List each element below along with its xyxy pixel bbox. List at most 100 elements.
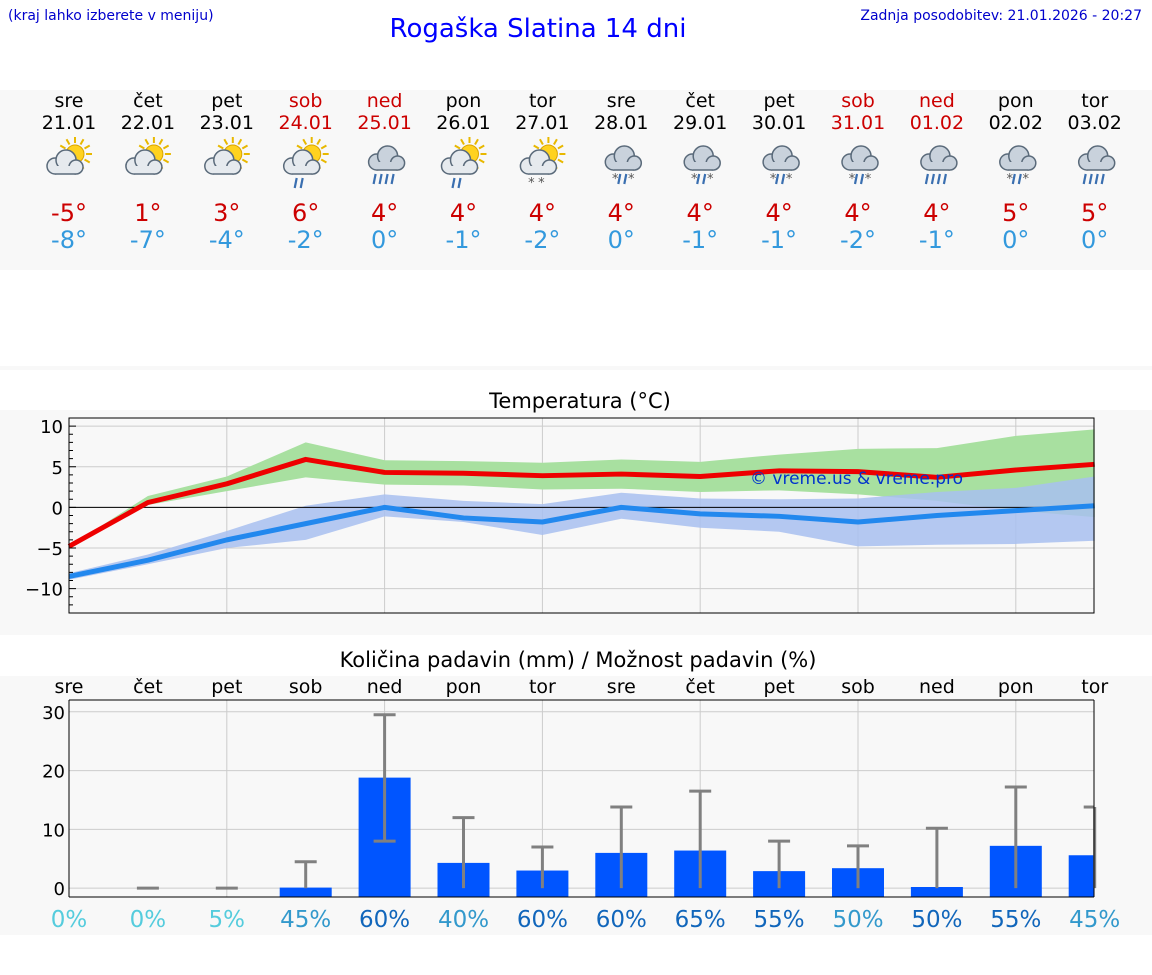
sun-ray	[217, 144, 224, 150]
tmax-label: 4°	[923, 199, 950, 227]
temperature-y-tick: 0	[52, 498, 63, 519]
cloud-sleet-icon: * *	[762, 145, 800, 187]
precip-day-label: sre	[55, 676, 84, 698]
tmax-label: 4°	[529, 199, 556, 227]
day-name: ned	[367, 90, 403, 112]
sun-ray	[316, 138, 322, 145]
rain-drop	[696, 173, 701, 185]
snow-flake: *	[707, 172, 714, 187]
rain-drop	[781, 173, 786, 185]
day-name: čet	[685, 90, 715, 112]
snow-flake: *	[786, 172, 793, 187]
sun-ray	[474, 138, 479, 145]
rain-drop	[702, 173, 707, 185]
sun-ray	[539, 138, 544, 145]
max-temp-line	[67, 456, 1095, 549]
sun-ray	[553, 138, 558, 145]
day-name: ned	[919, 90, 955, 112]
day-date: 23.01	[200, 112, 254, 134]
rain-drop	[1088, 173, 1093, 185]
day-date: 01.02	[910, 112, 964, 134]
precip-chance-label: 0%	[51, 907, 88, 933]
tmax-label: 6°	[292, 199, 319, 227]
sun-ray	[237, 138, 243, 145]
copyright-annotation: © vreme.us & vreme.pro	[750, 469, 963, 489]
snow-flake: *	[691, 172, 698, 187]
sun-cloud-icon	[204, 137, 250, 175]
cloud-body	[528, 166, 550, 174]
cloud-body	[850, 162, 871, 170]
cloud-body	[212, 166, 234, 174]
cloud-body	[613, 162, 635, 170]
sun-ray	[557, 158, 564, 164]
day-name: tor	[1081, 90, 1108, 112]
snow-flake: *	[865, 172, 872, 187]
cloud-body	[449, 166, 471, 174]
max-range-band	[69, 429, 1095, 547]
sun-ray	[460, 138, 465, 145]
rain-drop	[1094, 173, 1099, 185]
sun-ray	[296, 144, 303, 150]
sun-cloud-rain-icon	[282, 137, 329, 189]
snow-flake: *	[528, 176, 535, 191]
tmax-label: 3°	[213, 199, 240, 227]
precip-y-tick: 30	[42, 703, 65, 724]
precip-chance-label: 55%	[990, 907, 1041, 933]
menu-hint: (kraj lahko izberete v meniju)	[8, 8, 214, 24]
snow-flake: *	[1007, 172, 1014, 187]
rain-drop	[1100, 173, 1105, 185]
tmin-label: -1°	[761, 226, 797, 254]
tmin-label: 0°	[1081, 226, 1108, 254]
tmin-label: 0°	[1002, 226, 1029, 254]
precip-day-label: čet	[133, 676, 163, 698]
temperature-y-tick: −10	[25, 580, 63, 601]
min-range-band	[69, 476, 1095, 580]
cloud-sleet-icon: * *	[841, 145, 879, 187]
day-date: 03.02	[1067, 112, 1121, 134]
rain-drop	[1011, 173, 1016, 185]
precip-day-label: pon	[446, 676, 482, 698]
snow-flake: *	[770, 172, 777, 187]
cloud-icon	[604, 145, 643, 171]
tmax-label: -5°	[51, 199, 87, 227]
temperature-y-tick: −5	[36, 539, 63, 560]
rain-drop	[924, 173, 929, 185]
precip-chance-label: 40%	[438, 907, 489, 933]
sun-ray	[241, 158, 249, 164]
snow-flake: *	[628, 172, 635, 187]
temperature-title: Temperatura (°C)	[488, 389, 671, 413]
rain-drop	[390, 173, 395, 185]
cloud-rain-icon	[920, 145, 958, 185]
cloud-icon	[282, 149, 321, 175]
cloud-sleet-icon: * *	[683, 145, 721, 187]
day-date: 22.01	[121, 112, 175, 134]
rain-drop	[451, 177, 456, 189]
cloud-body	[928, 162, 950, 170]
precip-bar	[910, 887, 963, 897]
sun-ray	[478, 144, 485, 150]
precip-plot-area	[69, 700, 1094, 897]
precip-chance-label: 0%	[130, 907, 167, 933]
cloud-body	[1086, 162, 1108, 170]
cloud-icon	[762, 145, 800, 171]
sun-ray	[84, 144, 91, 150]
page-title: Rogaška Slatina 14 dni	[389, 14, 687, 44]
rain-drop	[853, 173, 859, 185]
forecast-band	[0, 90, 1152, 270]
precip-day-label: tor	[529, 676, 556, 698]
rain-drop	[617, 173, 622, 185]
precip-day-label: tor	[1081, 676, 1108, 698]
rain-drop	[384, 173, 389, 185]
tmin-label: -4°	[209, 226, 245, 254]
day-date: 31.01	[831, 112, 885, 134]
cloud-icon	[125, 149, 163, 175]
day-date: 26.01	[436, 112, 490, 134]
tmax-label: 4°	[687, 199, 714, 227]
day-date: 27.01	[515, 112, 569, 134]
sun-ray	[320, 158, 327, 164]
cloud-body	[55, 166, 76, 174]
sun-ray	[84, 158, 91, 164]
day-name: pet	[763, 90, 794, 112]
cloud-icon	[1077, 145, 1116, 171]
sun-ray	[533, 144, 540, 150]
